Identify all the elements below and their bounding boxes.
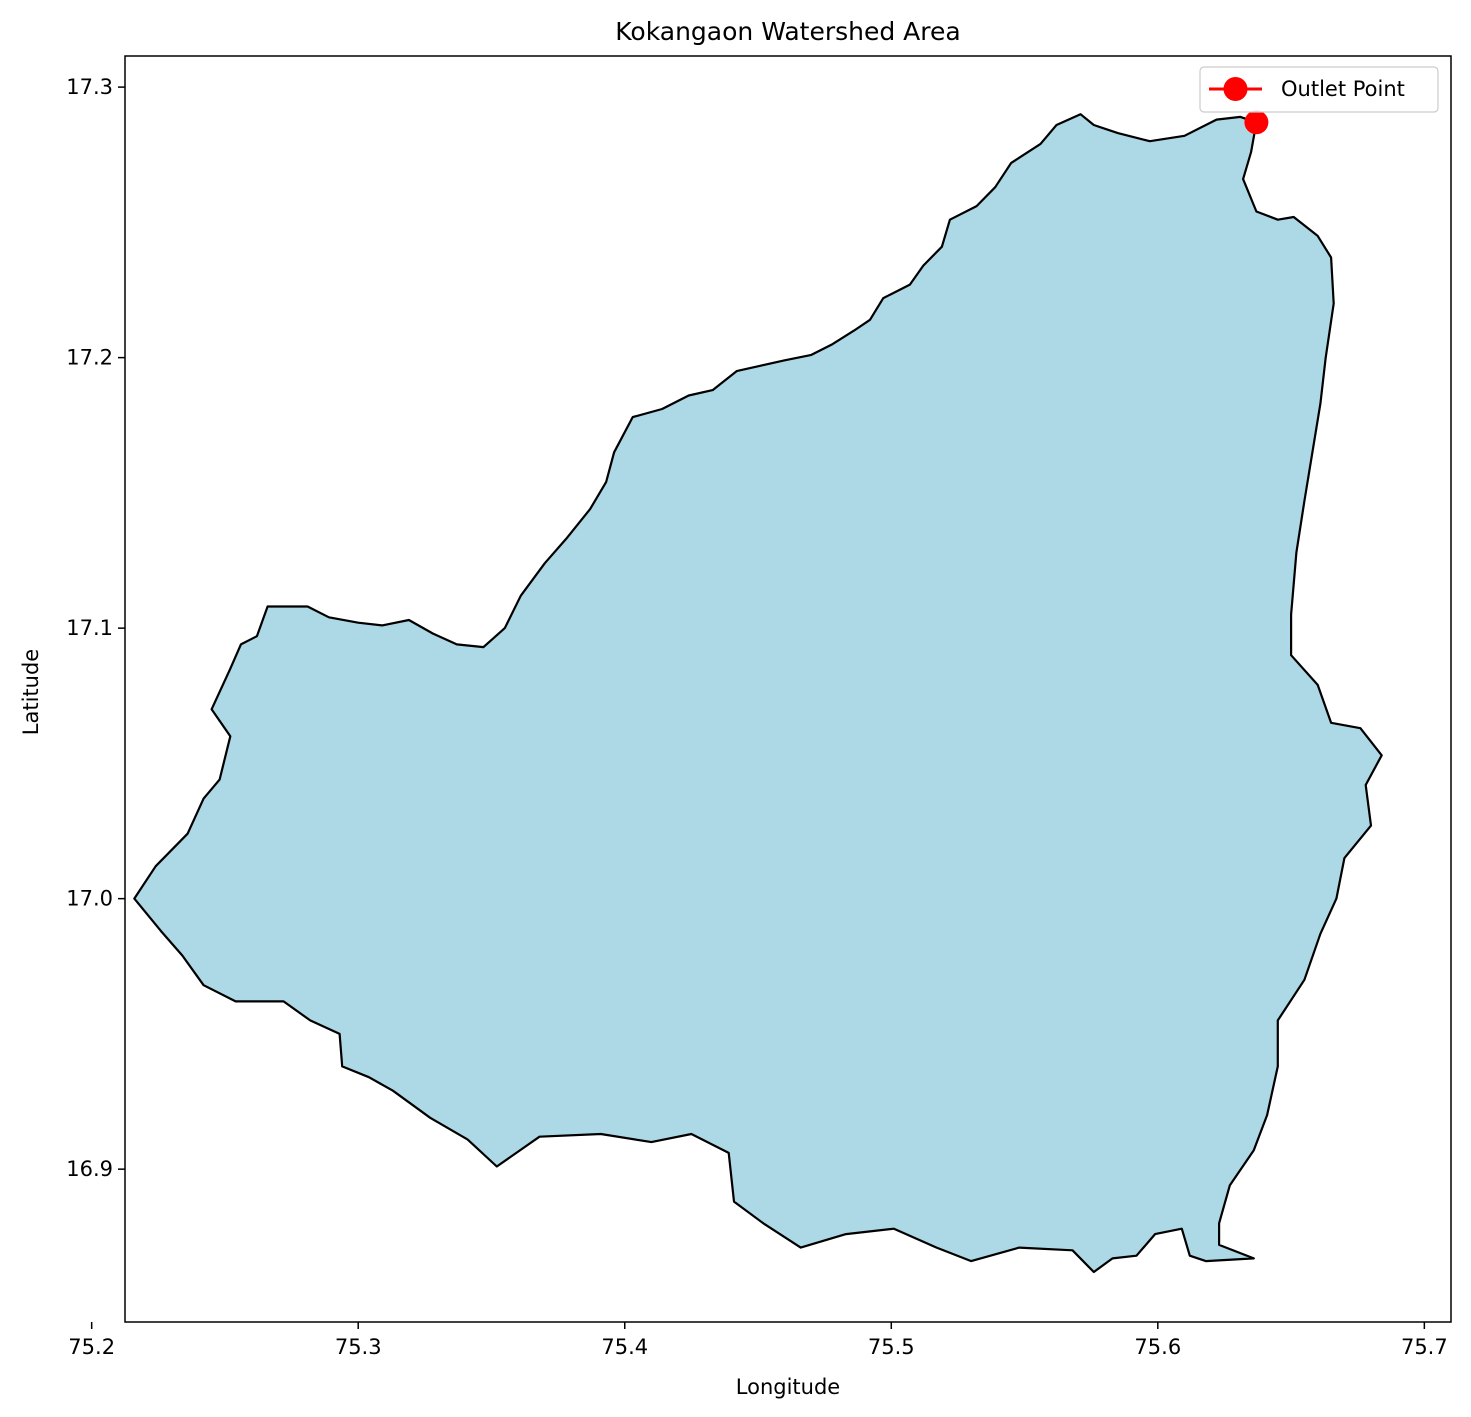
plot-frame: [124, 55, 1452, 1323]
y-tick-label: 17.1: [66, 616, 113, 640]
x-tick-label: 75.7: [1401, 1335, 1448, 1359]
y-tick-label: 17.3: [66, 75, 113, 99]
outlet-point-marker: [1244, 110, 1269, 135]
x-tick-label: 75.4: [601, 1335, 648, 1359]
legend: Outlet Point: [1199, 66, 1439, 113]
y-axis-ticks: 16.9 17.0 17.1 17.2 17.3: [66, 75, 125, 1181]
watershed-polygon: [133, 113, 1383, 1274]
x-tick-label: 75.5: [868, 1335, 915, 1359]
y-tick-label: 16.9: [66, 1157, 113, 1181]
x-tick-label: 75.2: [68, 1335, 115, 1359]
x-tick-label: 75.3: [335, 1335, 382, 1359]
legend-marker: [1223, 77, 1248, 101]
chart-title: Kokangaon Watershed Area: [615, 17, 960, 46]
plot-area: [133, 110, 1383, 1274]
x-axis-label: Longitude: [736, 1375, 840, 1399]
x-axis-ticks: 75.2 75.3 75.4 75.5 75.6 75.7: [68, 1322, 1448, 1359]
x-tick-label: 75.6: [1134, 1335, 1181, 1359]
legend-box: [1199, 66, 1439, 113]
legend-label-outlet-point: Outlet Point: [1281, 77, 1405, 101]
y-tick-label: 17.0: [66, 887, 113, 911]
y-axis-label: Latitude: [19, 649, 43, 735]
y-tick-label: 17.2: [66, 346, 113, 370]
